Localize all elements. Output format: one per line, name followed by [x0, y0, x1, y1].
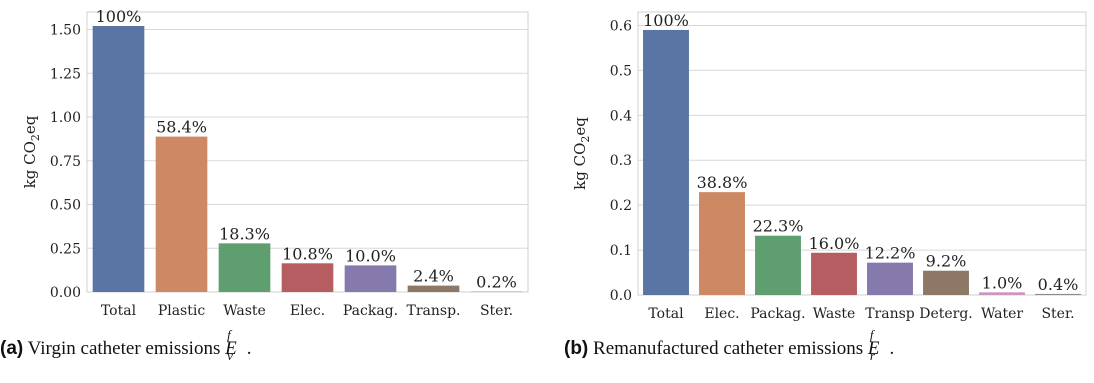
- chart-b-xtick-label: Elec.: [704, 306, 739, 322]
- chart-a-ytick-label: 0.25: [50, 241, 81, 257]
- chart-a-bar-transp: [407, 285, 460, 292]
- caption-b-sub: r: [869, 348, 875, 363]
- chart-b-ytick-label: 0.3: [610, 153, 632, 169]
- chart-b-data-label: 38.8%: [697, 173, 748, 192]
- chart-b-xtick-label: Ster.: [1041, 306, 1074, 322]
- chart-b-ytick-label: 0.4: [610, 108, 632, 124]
- chart-b-xtick-label: Waste: [813, 306, 856, 322]
- chart-b-ytick-label: 0.6: [610, 18, 632, 34]
- chart-b-svg: 0.0 0.1 0.2 0.3 0.4 0.5 0.6 100% Total 38.8% Elec.…: [571, 11, 1087, 322]
- chart-a-bar-waste: [218, 243, 271, 292]
- chart-b-bar-water: [979, 292, 1025, 295]
- chart-b-bar-elec: [699, 192, 745, 295]
- chart-b-xtick-label: Packag.: [750, 306, 805, 322]
- chart-b-data-label: 9.2%: [926, 252, 967, 271]
- caption-a-tag: (a): [0, 338, 24, 359]
- caption-b-text: Remanufactured catheter emissions: [593, 338, 864, 359]
- chart-panel-b: 0.0 0.1 0.2 0.3 0.4 0.5 0.6 100% Total 38.8% Elec.…: [547, 0, 1094, 383]
- chart-a-xtick-label: Packag.: [343, 303, 398, 319]
- chart-a-bar-plastic: [155, 136, 208, 292]
- caption-a-sup: f: [227, 327, 231, 342]
- caption-a-symbol: E: [225, 338, 237, 359]
- chart-a-ytick-label: 0.75: [50, 154, 81, 170]
- chart-a-xtick-label: Plastic: [158, 303, 206, 319]
- chart-a-ytick-label: 1.00: [50, 110, 81, 126]
- chart-a-ytick-label: 1.25: [50, 66, 81, 82]
- chart-a-bar-elec: [281, 263, 334, 292]
- chart-b-data-label: 1.0%: [982, 273, 1023, 292]
- caption-a-sub: v: [227, 348, 233, 363]
- chart-a-ytick-label: 1.50: [50, 23, 81, 39]
- chart-b-plot-frame: [637, 11, 1087, 296]
- chart-b-ytick-label: 0.2: [610, 198, 632, 214]
- chart-a-bar-ster: [470, 291, 523, 292]
- chart-b-bar-total: [643, 29, 689, 295]
- chart-a-ylabel: kg CO2eq: [21, 115, 42, 188]
- chart-b-data-label: 100%: [643, 11, 689, 30]
- chart-a-data-label: 18.3%: [219, 224, 270, 243]
- chart-b-bar-deterg: [923, 270, 969, 295]
- chart-b-data-label: 12.2%: [865, 244, 916, 263]
- caption-b-sup: f: [869, 327, 874, 342]
- chart-b-ylabel: kg CO2eq: [571, 117, 592, 190]
- caption-a-end: .: [246, 338, 252, 359]
- chart-b-bar-transp: [867, 262, 913, 295]
- chart-a-data-label: 10.8%: [282, 244, 333, 263]
- chart-a-data-label: 0.2%: [476, 272, 517, 291]
- chart-a-xtick-label: Elec.: [290, 303, 325, 319]
- chart-a-data-label: 10.0%: [345, 246, 396, 265]
- chart-b-xtick-label: Deterg.: [919, 306, 973, 322]
- chart-a-xtick-label: Waste: [223, 303, 266, 319]
- caption-b-symbol: E: [867, 338, 880, 359]
- chart-a-data-label: 100%: [96, 7, 142, 26]
- chart-a-xtick-label: Total: [101, 303, 137, 319]
- caption-b-tag: (b): [564, 338, 589, 359]
- chart-a-ytick-label: 0.50: [50, 198, 81, 214]
- chart-b-data-label: 0.4%: [1038, 275, 1079, 294]
- chart-panel-a: 0.00 0.25 0.50 0.75 1.00 1.25 1.50 100% Total 58.…: [0, 7, 529, 363]
- chart-b-bar-packag: [755, 235, 801, 295]
- chart-a-data-label: 2.4%: [413, 267, 454, 286]
- chart-a-bar-packag: [344, 265, 397, 292]
- caption-b-end: .: [889, 338, 895, 359]
- chart-b-ytick-label: 0.0: [610, 288, 632, 304]
- chart-b-data-label: 16.0%: [809, 234, 860, 253]
- chart-b-ytick-label: 0.5: [610, 63, 632, 79]
- chart-a-ytick-label: 0.00: [50, 285, 81, 301]
- chart-a-data-label: 58.4%: [156, 118, 207, 137]
- chart-b-bar-waste: [811, 252, 857, 295]
- caption-a-text: Virgin catheter emissions: [27, 338, 221, 359]
- chart-b-bar-ster: [1035, 293, 1081, 295]
- chart-a-xtick-label: Ster.: [480, 303, 513, 319]
- chart-b-xtick-label: Transp: [865, 306, 915, 322]
- chart-b-xtick-label: Water: [981, 306, 1023, 322]
- chart-a-bar-total: [92, 26, 145, 292]
- chart-b-xtick-label: Total: [648, 306, 684, 322]
- chart-a-xtick-label: Transp.: [407, 303, 461, 319]
- chart-b-ytick-label: 0.1: [610, 243, 632, 259]
- chart-a-svg: 0.00 0.25 0.50 0.75 1.00 1.25 1.50 100% Total 58.…: [21, 7, 529, 319]
- chart-b-data-label: 22.3%: [753, 217, 804, 236]
